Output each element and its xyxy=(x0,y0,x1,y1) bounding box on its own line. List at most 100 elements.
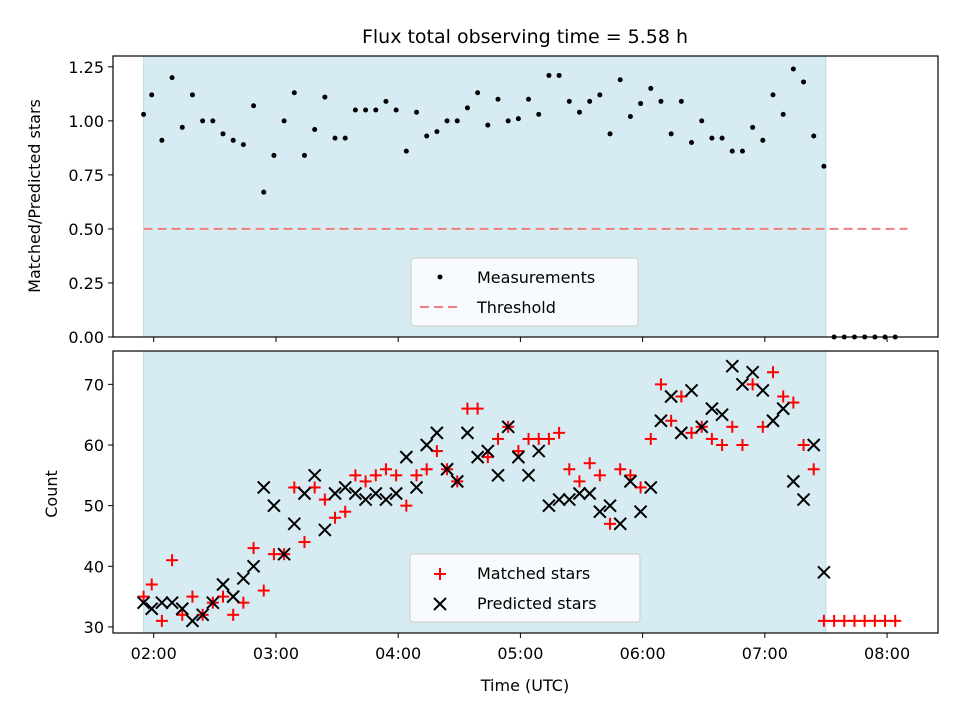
matched-star-point xyxy=(644,432,657,445)
legend-predicted-marker xyxy=(433,597,447,611)
bottom-y-axis: 30 40 50 60 70 xyxy=(84,375,113,637)
measurement-point xyxy=(393,107,399,113)
matched-star-point xyxy=(145,578,158,591)
legend-threshold-label: Threshold xyxy=(476,298,556,317)
predicted-star-point xyxy=(358,492,373,507)
matched-star-point xyxy=(532,432,545,445)
x-tick-label: 02:00 xyxy=(131,644,177,663)
predicted-star-point xyxy=(745,365,760,379)
predicted-star-point xyxy=(399,450,414,464)
measurement-point xyxy=(179,124,185,130)
matched-star-point xyxy=(604,517,617,530)
predicted-star-point xyxy=(776,401,790,416)
matched-star-point xyxy=(848,614,861,627)
matched-star-point xyxy=(634,481,647,494)
measurement-point xyxy=(801,79,807,85)
chart-title: Flux total observing time = 5.58 h xyxy=(362,26,688,48)
predicted-star-point xyxy=(287,517,302,531)
predicted-star-point xyxy=(511,450,526,464)
measurement-point xyxy=(699,118,705,124)
measurement-point xyxy=(770,92,776,98)
bottom-y-axis-label: Count xyxy=(42,470,61,518)
measurement-point xyxy=(607,131,613,137)
legend-matched-marker xyxy=(434,568,446,580)
matched-star-point xyxy=(390,469,403,482)
predicted-star-point xyxy=(236,571,251,586)
measurement-point xyxy=(780,111,786,117)
legend-measurements-label: Measurements xyxy=(477,268,595,287)
matched-star-point xyxy=(227,608,240,621)
matched-star-point xyxy=(563,463,576,476)
measurement-point xyxy=(220,131,226,137)
bottom-y-tick-label: 70 xyxy=(84,375,104,394)
measurement-point xyxy=(454,118,460,124)
measurement-point xyxy=(658,98,664,104)
matched-star-point xyxy=(349,469,362,482)
x-axis-label: Time (UTC) xyxy=(480,676,569,695)
matched-star-point xyxy=(400,499,413,512)
predicted-star-point xyxy=(470,450,485,464)
predicted-star-point xyxy=(460,426,475,440)
measurement-point xyxy=(414,109,420,115)
measurement-point xyxy=(638,101,644,107)
measurement-point xyxy=(587,98,593,104)
matched-star-point xyxy=(879,614,892,627)
matched-star-point xyxy=(542,432,555,445)
measurement-point xyxy=(301,152,307,158)
predicted-star-point xyxy=(481,444,495,458)
matched-star-point xyxy=(318,493,331,506)
bottom-y-tick-label: 40 xyxy=(84,557,104,576)
predicted-star-point xyxy=(206,595,220,610)
predicted-star-point xyxy=(756,383,770,398)
measurement-point xyxy=(464,105,470,111)
measurement-point xyxy=(373,107,379,113)
matched-star-point xyxy=(288,481,301,494)
measurement-point xyxy=(141,111,147,117)
measurement-point xyxy=(281,118,287,124)
top-y-tick-label: 1.25 xyxy=(68,58,104,77)
x-tick-label: 08:00 xyxy=(864,644,910,663)
predicted-star-point xyxy=(185,614,200,628)
matched-star-point xyxy=(137,590,150,603)
measurement-point xyxy=(536,111,542,117)
measurement-point xyxy=(556,72,562,78)
predicted-star-point xyxy=(603,498,617,513)
predicted-star-point xyxy=(450,474,464,489)
matched-star-point xyxy=(369,469,382,482)
matched-star-point xyxy=(379,463,392,476)
matched-star-point xyxy=(461,402,474,415)
matched-star-point xyxy=(593,469,606,482)
measurement-point xyxy=(332,135,338,141)
top-y-tick-label: 0.50 xyxy=(68,220,104,239)
matched-star-point xyxy=(797,439,810,451)
matched-star-point xyxy=(339,505,352,518)
measurement-point xyxy=(342,135,348,141)
measurement-point xyxy=(403,148,409,154)
predicted-star-point xyxy=(542,498,556,513)
matched-star-point xyxy=(756,420,769,433)
matched-star-point xyxy=(685,426,698,439)
matched-star-point xyxy=(726,420,739,433)
measurement-point xyxy=(475,90,481,96)
legend-matched-label: Matched stars xyxy=(477,564,590,583)
measurement-point xyxy=(485,122,491,128)
measurement-point xyxy=(678,98,684,104)
predicted-star-point xyxy=(267,498,281,513)
measurement-point xyxy=(627,114,633,120)
measurement-point xyxy=(760,137,766,143)
predicted-star-point xyxy=(572,486,587,501)
measurement-point xyxy=(729,148,735,154)
top-legend-box xyxy=(410,257,639,327)
x-tick-label: 03:00 xyxy=(253,644,299,663)
matched-star-point xyxy=(787,396,800,409)
predicted-star-point xyxy=(735,377,750,392)
predicted-star-point xyxy=(684,383,699,398)
top-plot-frame xyxy=(112,55,939,338)
measurement-point xyxy=(169,75,175,81)
predicted-star-point xyxy=(328,486,342,501)
measurement-point xyxy=(322,94,328,100)
matched-star-point xyxy=(308,481,321,494)
matched-star-point xyxy=(186,590,199,603)
predicted-star-point xyxy=(817,565,831,580)
matched-star-point xyxy=(492,432,504,445)
